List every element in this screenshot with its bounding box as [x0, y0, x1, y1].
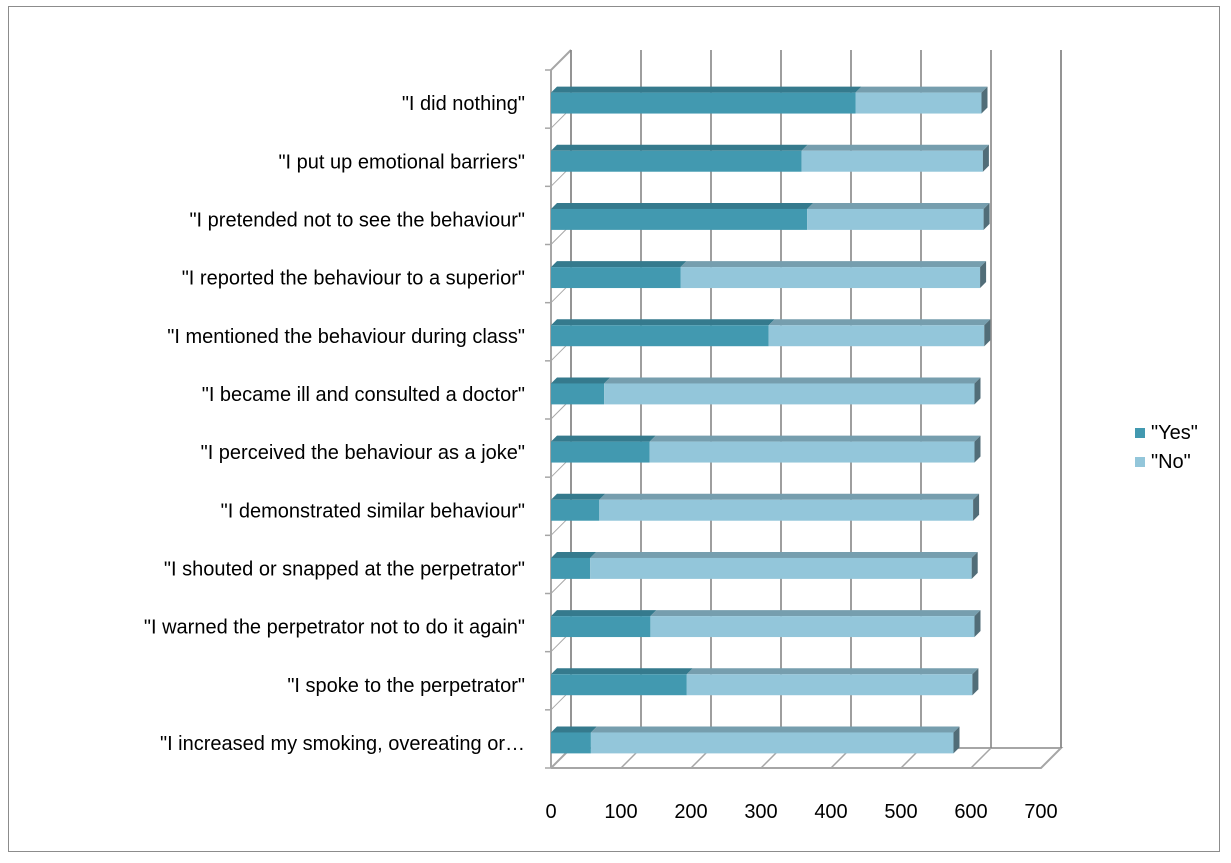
bar-side-face: [974, 377, 981, 405]
bar-yes: [551, 325, 769, 347]
bar-top-face: [551, 377, 611, 384]
floor-tick: [970, 747, 992, 769]
bar-side-face: [982, 144, 989, 172]
bar-yes: [551, 557, 591, 579]
x-tick-label: 500: [884, 801, 917, 823]
legend-label: "No": [1151, 451, 1191, 473]
bar-top-face: [551, 493, 606, 500]
bar-side-face: [980, 261, 987, 289]
category-grid-depth: [550, 49, 572, 71]
category-label: "I put up emotional barriers": [278, 151, 525, 173]
bar-side-face: [971, 551, 978, 579]
bar-no: [855, 92, 982, 114]
bar-no: [807, 208, 984, 230]
bar-top-face: [551, 319, 775, 326]
x-tick-label: 0: [545, 801, 556, 823]
bar-side-face: [984, 319, 991, 347]
bar-top-face: [590, 726, 960, 733]
bar-top-face: [551, 435, 656, 442]
bar-yes: [551, 674, 687, 696]
bar-top-face: [604, 377, 981, 384]
bar-top-face: [551, 261, 687, 268]
bar-side-face: [983, 202, 990, 230]
x-tick-label: 100: [604, 801, 637, 823]
bar-yes: [551, 499, 600, 521]
bar-no: [768, 325, 985, 347]
bar-top-face: [590, 551, 978, 558]
x-tick-label: 300: [744, 801, 777, 823]
floor-tick: [1040, 747, 1062, 769]
bar-yes: [551, 616, 651, 638]
bar-top-face: [650, 610, 981, 617]
bar-top-face: [801, 144, 989, 151]
category-labels: "I did nothing" "I put up emotional barri…: [144, 93, 525, 755]
bar-top-face: [551, 202, 814, 209]
bar-no: [680, 267, 981, 289]
category-label: "I increased my smoking, overeating or…: [160, 733, 525, 755]
bar-top-face: [686, 668, 979, 675]
category-label: "I mentioned the behaviour during class": [167, 326, 525, 348]
x-tick-label: 400: [814, 801, 847, 823]
bar-side-face: [972, 668, 979, 696]
bar-top-face: [599, 493, 980, 500]
bar-no: [604, 383, 975, 405]
bar-top-face: [768, 319, 991, 326]
category-label: "I perceived the behaviour as a joke": [201, 442, 525, 464]
bar-no: [801, 150, 983, 172]
bars: [551, 86, 991, 754]
bar-top-face: [855, 86, 988, 93]
x-tick-label: 600: [954, 801, 987, 823]
bar-top-face: [649, 435, 981, 442]
bar-top-face: [551, 726, 597, 733]
bar-side-face: [974, 610, 981, 638]
category-label: "I warned the perpetrator not to do it a…: [144, 617, 525, 639]
bar-top-face: [551, 551, 597, 558]
x-axis-tick-labels: 0 100 200 300 400 500 600 700: [545, 801, 1057, 823]
bar-top-face: [680, 261, 987, 268]
bar-no: [590, 732, 954, 754]
category-label: "I did nothing": [402, 93, 525, 115]
category-label: "I spoke to the perpetrator": [287, 675, 525, 697]
bar-yes: [551, 732, 591, 754]
bar-top-face: [551, 668, 693, 675]
bar-yes: [551, 208, 808, 230]
bar-no: [650, 616, 975, 638]
x-tick-label: 700: [1024, 801, 1057, 823]
bar-side-face: [953, 726, 960, 754]
bar-no: [686, 674, 973, 696]
bar-yes: [551, 150, 802, 172]
bar-top-face: [807, 202, 990, 209]
bar-no: [599, 499, 974, 521]
category-label: "I became ill and consulted a doctor": [202, 384, 525, 406]
bar-side-face: [973, 493, 980, 521]
legend: "Yes" "No": [1135, 422, 1198, 473]
bar-top-face: [551, 610, 657, 617]
bar-yes: [551, 441, 650, 463]
category-label: "I shouted or snapped at the perpetrator…: [164, 558, 525, 580]
bar-yes: [551, 267, 681, 289]
bar-side-face: [981, 86, 988, 114]
legend-swatch: [1135, 457, 1145, 467]
bar-yes: [551, 383, 605, 405]
x-tick-label: 200: [674, 801, 707, 823]
bar-no: [590, 557, 972, 579]
category-label: "I reported the behaviour to a superior": [182, 268, 525, 290]
legend-swatch: [1135, 428, 1145, 438]
bar-no: [649, 441, 975, 463]
bar-side-face: [974, 435, 981, 463]
bar-top-face: [551, 144, 808, 151]
bar-top-face: [551, 86, 862, 93]
legend-label: "Yes": [1151, 422, 1198, 444]
category-label: "I pretended not to see the behaviour": [189, 209, 525, 231]
category-label: "I demonstrated similar behaviour": [221, 500, 525, 522]
bar-yes: [551, 92, 856, 114]
